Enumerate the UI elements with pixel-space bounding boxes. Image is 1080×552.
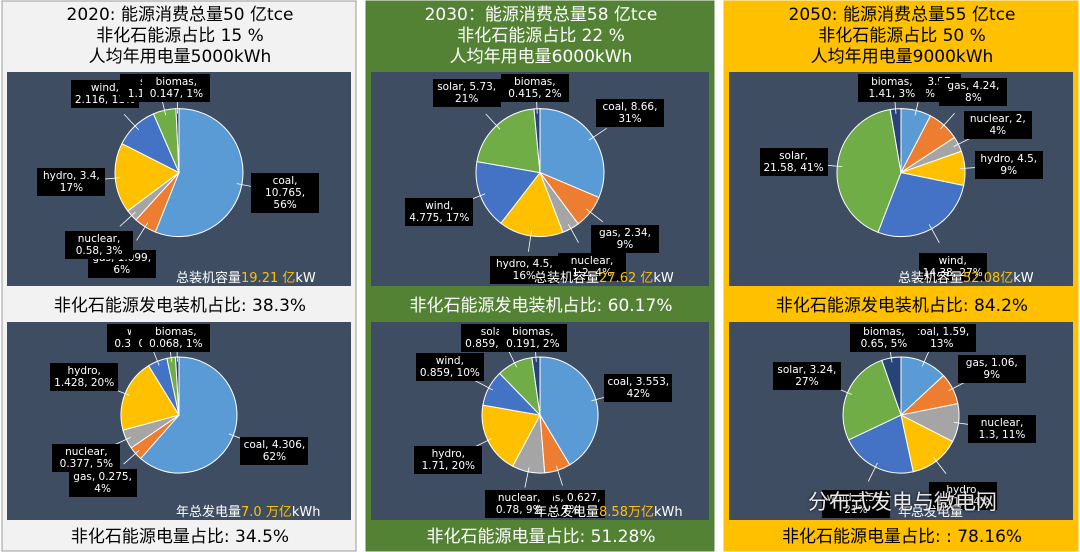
data-label: solar, 21.58, 41%	[759, 147, 828, 176]
watermark: 分布式发电与微电网	[808, 490, 997, 514]
data-label: hydro, 4.5, 16%	[490, 256, 559, 284]
chart-annotation: 总装机容量52.08亿kW	[898, 267, 1034, 286]
data-label: biomas, 0.068, 1%	[141, 324, 210, 352]
data-label: hydro, 1.71, 20%	[414, 445, 483, 474]
annotation-part: 年总发电量	[534, 505, 600, 520]
data-label: wind, 14.38, 27%	[918, 253, 987, 282]
annotation-part: 27.62 亿	[599, 271, 654, 286]
annotation-part: 年总发电量	[898, 505, 964, 520]
panel-header: 非化石能源占比 50 %	[818, 26, 986, 46]
data-label: nuclear, 1.2, 4%	[558, 253, 627, 282]
leader-line	[555, 465, 563, 486]
leader-line	[123, 114, 139, 131]
annotation-part: kW	[653, 271, 674, 286]
leader-line	[119, 211, 136, 227]
leader-line	[568, 223, 579, 243]
panel-header: 人均年用电量5000kWh	[88, 47, 272, 67]
annotation-part: kW	[295, 271, 316, 286]
annotation-part: 总装机容量	[534, 271, 600, 286]
chart-annotation: 总装机容量27.62 亿kW	[534, 267, 674, 286]
data-label: solar, 5.73, 21%	[432, 79, 501, 108]
data-label: gas, 0.275, 4%	[68, 468, 137, 497]
leader-line	[928, 224, 940, 243]
data-label: gas, 4.24, 8%	[939, 78, 1008, 107]
leader-line	[474, 380, 494, 391]
data-label: solar, 3.24, 27%	[772, 361, 841, 390]
panel-header: 2030：能源消费总量58 亿tce	[424, 5, 658, 25]
panel-header: 人均年用电量6000kWh	[449, 47, 633, 67]
data-label: nuclear, 0.377, 5%	[52, 443, 121, 472]
data-label: biomas, 0.415, 2%	[500, 74, 569, 102]
panel-header: 2050: 能源消费总量55 亿tce	[788, 5, 1016, 25]
data-label: nuclear, 2, 4%	[963, 110, 1032, 139]
annotation-part: 8.58万亿	[599, 505, 654, 520]
annotation-part: 总装机容量	[176, 271, 242, 286]
leader-line	[586, 208, 604, 223]
panel-header: 非化石能源占比 15 %	[96, 26, 264, 46]
data-label: hydro, 3.4, 17%	[37, 167, 106, 196]
data-label: wind, 2.59, 21%	[821, 490, 890, 518]
leader-line	[867, 462, 878, 482]
leader-line	[527, 230, 532, 252]
data-label: coal, 4.306, 62%	[240, 437, 309, 466]
chart-annotation: 年总发电量	[898, 501, 963, 520]
data-label: biomas, 1.41, 3%	[857, 74, 926, 102]
chart-annotation: 年总发电量7.0 万亿kWh	[176, 501, 320, 520]
leader-line	[136, 222, 149, 241]
leader-line	[485, 113, 501, 130]
data-label: coal, 8.66, 31%	[595, 98, 664, 127]
chart-caption: 非化石能源发电装机占比: 60.17%	[409, 296, 673, 316]
annotation-part: 年总发电量	[176, 505, 242, 520]
chart-caption: 非化石能源发电装机占比: 84.2%	[775, 296, 1029, 316]
data-label: nuclear, 0.58, 3%	[65, 231, 134, 260]
chart-annotation: 年总发电量8.58万亿kWh	[534, 501, 683, 520]
leader-line	[933, 457, 947, 475]
data-label: coal, 10.765, 56%	[251, 172, 320, 213]
chart-caption: 非化石能源发电装机占比: 38.3%	[53, 296, 307, 316]
leader-line	[940, 112, 955, 130]
data-label: hydro, 1.428, 20%	[50, 363, 119, 392]
chart-caption: 非化石能源电量占比: 34.5%	[70, 527, 290, 547]
data-label: wind, 4.775, 17%	[405, 197, 474, 226]
data-label: coal, 3.553, 42%	[604, 373, 673, 402]
panel-header: 2020: 能源消费总量50 亿tce	[66, 5, 294, 25]
chart-caption: 非化石能源电量占比: : 78.16%	[781, 527, 1023, 547]
annotation-part: kW	[1013, 271, 1034, 286]
data-label: nuclear, 0.78, 9%	[485, 490, 554, 518]
data-label: gas, 1.06, 9%	[957, 354, 1026, 383]
leader-line	[948, 380, 968, 392]
data-label: gas, 2.34, 9%	[590, 225, 659, 254]
data-label: wind, 0.859, 10%	[415, 353, 484, 382]
data-label: coal, 1.59, 13%	[907, 324, 976, 352]
data-label: biomas, 0.191, 2%	[498, 324, 567, 352]
panel-header: 人均年用电量9000kWh	[810, 47, 994, 67]
annotation-part: 19.21 亿	[241, 271, 296, 286]
leader-line	[588, 128, 607, 141]
panel-header: 非化石能源占比 22 %	[457, 26, 625, 46]
data-label: biomas, 0.147, 1%	[142, 74, 211, 102]
data-label: nuclear, 1.3, 11%	[968, 415, 1037, 443]
annotation-part: kWh	[653, 505, 683, 520]
data-label: biomas, 0.65, 5%	[849, 324, 918, 352]
annotation-part: 7.0 万亿	[241, 505, 292, 520]
chart-caption: 非化石能源电量占比: 51.28%	[426, 527, 656, 547]
leader-line	[524, 467, 530, 488]
annotation-part: 总装机容量	[898, 271, 964, 286]
leader-line	[123, 450, 140, 465]
data-label: hydro, 4.5, 9%	[974, 151, 1043, 180]
data-label: wind, 2.116, 11%	[70, 79, 139, 108]
annotation-part: 52.08亿	[963, 271, 1014, 286]
data-label: hydro, 1.71, 14%	[929, 481, 998, 510]
chart-annotation: 总装机容量19.21 亿kW	[176, 267, 316, 286]
annotation-part: kWh	[291, 505, 321, 520]
